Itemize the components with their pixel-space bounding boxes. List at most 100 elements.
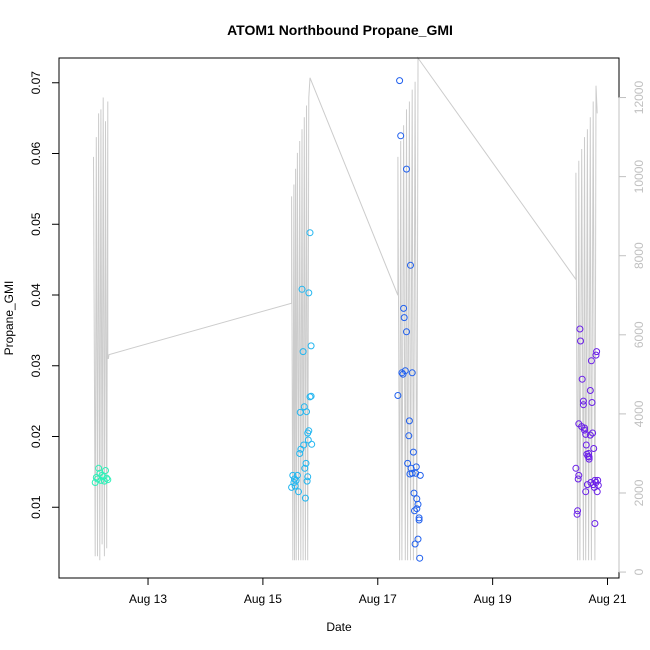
data-point-series-2: [298, 285, 306, 293]
data-point-series-2: [296, 450, 304, 457]
data-point-series-3: [405, 432, 413, 440]
data-point-series-4: [582, 488, 590, 496]
data-point-series-2: [299, 348, 307, 356]
data-point-series-1: [103, 474, 111, 482]
data-point-series-4: [576, 325, 584, 333]
data-point-series-3: [415, 514, 423, 522]
data-point-series-2: [293, 471, 301, 479]
data-point-series-3: [405, 417, 413, 425]
data-point-series-2: [306, 393, 314, 401]
data-point-series-3: [410, 489, 418, 497]
data-point-series-3: [401, 367, 409, 375]
data-point-series-4: [579, 401, 587, 409]
data-point-series-2: [290, 479, 298, 486]
data-point-series-3: [400, 304, 408, 312]
x-tick-label: Aug 13: [129, 592, 167, 606]
y-tick-label: 0.07: [29, 71, 43, 95]
data-point-series-4: [581, 424, 588, 432]
data-point-series-3: [396, 77, 404, 85]
x-tick-label: Aug 21: [588, 592, 626, 606]
y2-tick-label: 12000: [632, 81, 646, 115]
data-point-series-2: [301, 464, 309, 472]
data-point-series-2: [305, 427, 313, 435]
data-point-series-3: [416, 554, 424, 562]
data-point-series-4: [594, 481, 602, 489]
y-tick-label: 0.03: [29, 354, 43, 378]
y2-tick-label: 10000: [632, 160, 646, 194]
data-point-series-4: [590, 445, 598, 452]
data-point-series-3: [412, 463, 420, 471]
data-point-series-4: [572, 464, 580, 472]
y2-tick-label: 0: [632, 568, 646, 575]
data-point-series-4: [594, 476, 602, 484]
data-point-series-3: [408, 469, 416, 477]
y-tick-label: 0.05: [29, 212, 43, 236]
y-tick-label: 0.06: [29, 142, 43, 166]
y2-tick-label: 6000: [632, 321, 646, 348]
data-point-series-2: [307, 342, 315, 350]
data-point-series-2: [289, 471, 297, 479]
x-tick-label: Aug 17: [359, 592, 397, 606]
data-point-series-4: [574, 507, 582, 515]
data-point-series-3: [415, 516, 423, 524]
data-point-series-4: [588, 399, 596, 406]
data-point-series-3: [408, 369, 416, 377]
data-point-series-4: [581, 426, 588, 434]
data-point-series-3: [399, 370, 407, 378]
data-point-series-3: [400, 314, 408, 322]
data-point-series-2: [303, 408, 310, 416]
data-point-series-2: [302, 459, 310, 467]
y-tick-label: 0.02: [29, 425, 43, 449]
data-point-series-1: [102, 467, 109, 474]
data-point-series-4: [591, 520, 599, 527]
data-point-series-1: [95, 464, 103, 472]
x-axis: Aug 13 Aug 15 Aug 17 Aug 19 Aug 21: [129, 577, 627, 606]
data-point-series-3: [398, 369, 406, 377]
y2-axis: 0 2000 4000 6000 8000 10000 12000: [618, 81, 646, 575]
data-point-series-3: [407, 464, 415, 472]
data-point-series-3: [411, 507, 418, 515]
data-point-series-4: [578, 375, 586, 383]
data-point-series-2: [300, 441, 308, 449]
data-point-series-3: [403, 165, 410, 173]
data-point-series-3: [404, 459, 412, 467]
data-point-series-4: [585, 455, 593, 463]
x-tick-label: Aug 19: [474, 592, 512, 606]
y-axis: 0.01 0.02 0.03 0.04 0.05 0.06 0.07: [29, 71, 60, 519]
data-point-series-2: [301, 494, 309, 502]
y2-tick-label: 8000: [632, 242, 646, 269]
data-point-series-3: [414, 500, 422, 508]
y-tick-label: 0.04: [29, 283, 43, 307]
data-point-series-4: [586, 431, 594, 439]
data-point-series-4: [573, 510, 581, 518]
data-point-series-2: [307, 392, 315, 400]
y2-tick-label: 2000: [632, 479, 646, 506]
data-point-series-4: [582, 441, 590, 449]
y-axis-label: Propane_GMI: [2, 281, 16, 356]
chart-title: ATOM1 Northbound Propane_GMI: [227, 22, 453, 38]
data-point-series-2: [306, 229, 314, 237]
x-axis-label: Date: [326, 620, 352, 634]
data-point-series-4: [586, 387, 594, 394]
data-point-series-4: [587, 479, 595, 486]
data-point-series-2: [304, 473, 312, 481]
data-point-series-3: [403, 328, 410, 336]
data-point-series-3: [407, 261, 414, 269]
data-point-series-2: [295, 488, 302, 496]
x-tick-label: Aug 15: [244, 592, 282, 606]
data-point-series-2: [308, 440, 316, 448]
y-tick-label: 0.01: [29, 495, 43, 519]
data-points-layer: [91, 77, 602, 562]
data-point-series-4: [575, 471, 583, 479]
data-point-series-4: [593, 348, 601, 356]
data-point-series-3: [397, 132, 405, 140]
data-point-series-4: [574, 475, 582, 483]
secondary-trace-line: [93, 56, 598, 561]
y2-tick-label: 4000: [632, 400, 646, 427]
data-point-series-4: [577, 337, 584, 345]
data-point-series-4: [579, 397, 587, 405]
data-point-series-4: [589, 429, 597, 437]
